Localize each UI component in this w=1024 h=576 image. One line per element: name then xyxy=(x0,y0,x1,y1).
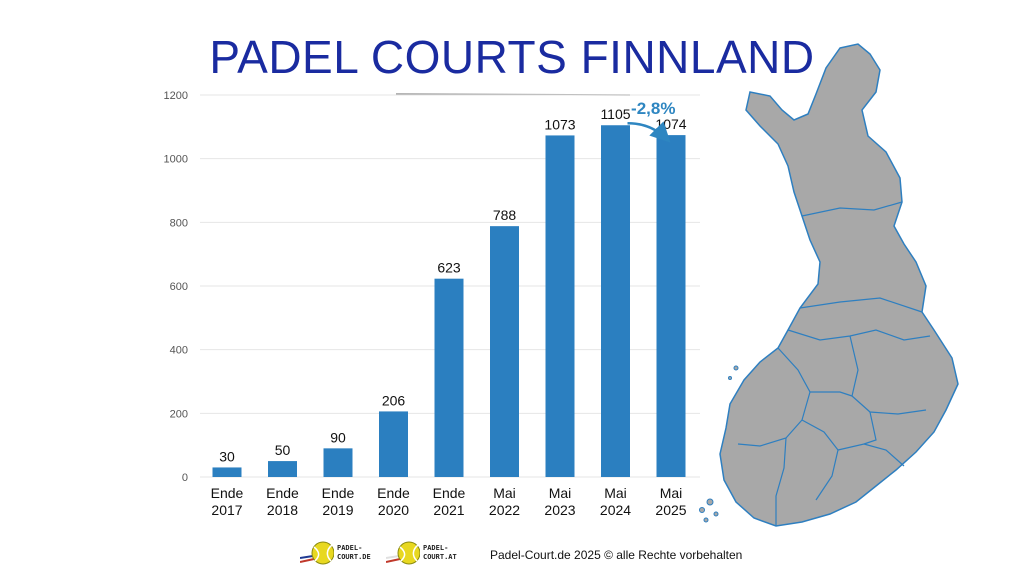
x-tick-label: Mai xyxy=(604,485,627,501)
data-label: 206 xyxy=(382,392,406,408)
x-tick-label: 2020 xyxy=(378,502,409,518)
data-label: 1074 xyxy=(655,116,686,132)
padel-ball-icon xyxy=(386,541,420,565)
data-label: 50 xyxy=(275,442,291,458)
copyright-text: Padel-Court.de 2025 © alle Rechte vorbeh… xyxy=(490,548,743,562)
data-label: 1105 xyxy=(600,106,630,122)
logo-padel-court-at: PADEL- COURT.AT xyxy=(386,540,457,566)
x-tick-label: 2024 xyxy=(600,502,631,518)
x-tick-label: 2025 xyxy=(655,502,686,518)
page-title: PADEL COURTS FINNLAND xyxy=(209,31,815,83)
x-tick-label: Ende xyxy=(377,485,410,501)
bar xyxy=(545,135,575,477)
y-tick-label: 1200 xyxy=(164,90,188,102)
finland-map-icon xyxy=(699,43,959,527)
annotation-arrow xyxy=(627,121,671,143)
x-tick-label: 2017 xyxy=(211,502,242,518)
y-tick-label: 200 xyxy=(170,408,188,420)
x-tick-label: Ende xyxy=(433,485,466,501)
x-tick-label: Mai xyxy=(660,485,683,501)
bar xyxy=(323,448,353,477)
logo-padel-court-de: PADEL- COURT.DE xyxy=(300,540,371,566)
x-tick-label: Ende xyxy=(211,485,244,501)
bar xyxy=(212,467,242,477)
data-label: 623 xyxy=(437,260,461,276)
x-tick-label: 2018 xyxy=(267,502,298,518)
padel-ball-icon xyxy=(300,541,334,565)
bar-chart: 0 200 400 600 800 1000 1200 30 50 90 206 623 788 107… xyxy=(164,90,700,518)
x-tick-label: Ende xyxy=(322,485,355,501)
bar xyxy=(268,461,297,477)
y-tick-label: 600 xyxy=(170,281,188,293)
data-label: 788 xyxy=(493,207,517,223)
data-label: 90 xyxy=(330,429,346,445)
bar xyxy=(434,278,464,477)
x-tick-label: Mai xyxy=(493,485,516,501)
bar xyxy=(656,135,686,478)
x-tick-label: Mai xyxy=(549,485,572,501)
x-tick-label: 2019 xyxy=(322,502,353,518)
x-tick-label: Ende xyxy=(266,485,299,501)
logo-text-de: PADEL- COURT.DE xyxy=(337,544,371,561)
y-tick-label: 0 xyxy=(182,472,188,484)
annotation-label: -2,8% xyxy=(631,99,675,118)
y-tick-label: 800 xyxy=(170,217,188,229)
data-label: 1073 xyxy=(544,116,575,132)
x-tick-label: 2023 xyxy=(544,502,575,518)
y-tick-label: 1000 xyxy=(164,154,188,166)
data-label: 30 xyxy=(219,448,235,464)
y-tick-label: 400 xyxy=(170,345,188,357)
bar xyxy=(601,125,630,477)
bar xyxy=(379,411,408,477)
x-tick-label: 2022 xyxy=(489,502,520,518)
bar xyxy=(490,226,519,477)
logo-text-at: PADEL- COURT.AT xyxy=(423,544,457,561)
x-tick-label: 2021 xyxy=(433,502,464,518)
